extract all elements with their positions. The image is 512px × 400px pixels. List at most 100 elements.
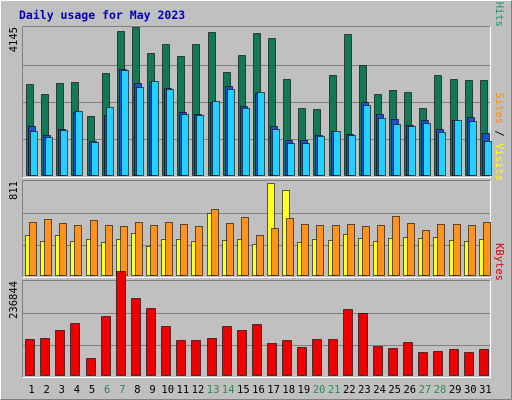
bar-sites-day-4 <box>74 225 82 276</box>
bar-sites-day-15 <box>241 217 249 276</box>
bar-kbytes-day-15 <box>237 330 247 376</box>
bar-pages-day-7 <box>121 70 129 176</box>
x-tick-label: 31 <box>479 384 492 396</box>
chart-panels: 4145 Pages / Files / Hits 811 Sites / Visit… <box>8 0 505 378</box>
bar-pages-day-30 <box>469 121 477 176</box>
x-tick-label: 4 <box>74 384 80 396</box>
side-legend-part-0: KBytes <box>493 243 505 281</box>
x-tick-label: 18 <box>282 384 295 396</box>
bar-pages-day-8 <box>136 87 144 176</box>
bar-sites-day-29 <box>453 224 461 276</box>
bar-pages-day-15 <box>242 108 250 176</box>
x-tick-label: 9 <box>149 384 155 396</box>
side-legend-part-3: / <box>493 0 505 2</box>
y-max-label: 236844 <box>8 281 20 319</box>
bar-kbytes-day-16 <box>252 324 262 376</box>
side-legend: KBytes <box>493 243 505 281</box>
bar-kbytes-day-31 <box>479 349 489 376</box>
bar-pages-day-24 <box>378 118 386 176</box>
bar-sites-day-19 <box>301 224 309 276</box>
bar-kbytes-day-29 <box>449 349 459 376</box>
side-legend-part-0: Sites <box>493 92 505 124</box>
panel-1: 4145 Pages / Files / Hits <box>8 0 505 178</box>
x-tick-label: 24 <box>373 384 386 396</box>
bar-kbytes-day-13 <box>207 338 217 376</box>
bar-sites-day-13 <box>211 209 219 276</box>
bar-sites-day-12 <box>195 226 203 276</box>
bar-kbytes-day-20 <box>312 339 322 376</box>
x-tick-label: 11 <box>177 384 190 396</box>
bar-pages-day-18 <box>287 143 295 176</box>
bar-kbytes-day-12 <box>191 340 201 376</box>
bar-sites-day-3 <box>59 223 67 276</box>
bar-sites-day-23 <box>362 226 370 276</box>
bar-kbytes-day-10 <box>161 326 171 376</box>
bar-pages-day-28 <box>438 132 446 176</box>
bar-pages-day-4 <box>75 111 83 176</box>
bar-sites-day-20 <box>316 225 324 276</box>
bar-kbytes-day-25 <box>388 348 398 376</box>
panel-2: 811 Sites / Visits <box>8 92 505 278</box>
bar-pages-day-12 <box>196 115 204 176</box>
x-axis-day-labels: 1 2 3 4 5 6 7 8 9 10 11 12 13 14 15 16 17 18 19 20 21 22 23 24 2… <box>28 384 491 396</box>
bar-pages-day-29 <box>454 120 462 176</box>
bar-kbytes-day-17 <box>267 343 277 376</box>
side-legend-part-2: Visits <box>493 143 505 181</box>
bar-sites-day-6 <box>105 225 113 276</box>
chart-title: Daily usage for May 2023 <box>19 8 185 22</box>
bar-pages-day-19 <box>302 143 310 176</box>
x-tick-label: 20 <box>313 384 326 396</box>
x-tick-label: 27 <box>419 384 432 396</box>
bar-sites-day-14 <box>226 223 234 276</box>
bar-kbytes-day-30 <box>464 352 474 376</box>
x-tick-label: 7 <box>119 384 125 396</box>
x-tick-label: 16 <box>252 384 265 396</box>
bar-sites-day-24 <box>377 225 385 276</box>
bar-sites-day-27 <box>422 230 430 276</box>
bar-pages-day-11 <box>181 114 189 176</box>
side-legend: Sites / Visits <box>493 92 505 181</box>
bar-pages-day-10 <box>166 89 174 176</box>
x-tick-label: 19 <box>298 384 311 396</box>
bar-kbytes-day-19 <box>297 347 307 376</box>
bar-pages-day-5 <box>91 142 99 176</box>
side-legend-part-1: / <box>493 124 505 143</box>
bar-kbytes-day-8 <box>131 298 141 376</box>
x-tick-label: 2 <box>44 384 50 396</box>
bar-sites-day-11 <box>180 224 188 276</box>
bar-kbytes-day-27 <box>418 352 428 376</box>
x-tick-label: 1 <box>28 384 34 396</box>
x-tick-label: 6 <box>104 384 110 396</box>
bar-sites-day-18 <box>286 218 294 276</box>
bar-kbytes-day-22 <box>343 309 353 376</box>
bar-pages-day-27 <box>423 123 431 176</box>
bar-kbytes-day-21 <box>328 339 338 376</box>
x-tick-label: 17 <box>267 384 280 396</box>
x-tick-label: 14 <box>222 384 235 396</box>
bar-sites-day-2 <box>44 219 52 276</box>
bar-sites-day-22 <box>347 224 355 276</box>
x-tick-label: 21 <box>328 384 341 396</box>
bar-pages-day-6 <box>106 107 114 176</box>
x-tick-label: 25 <box>388 384 401 396</box>
bar-pages-day-31 <box>484 141 492 176</box>
x-tick-label: 10 <box>161 384 174 396</box>
bar-kbytes-day-26 <box>403 342 413 376</box>
bar-sites-day-1 <box>29 222 37 276</box>
bar-sites-day-9 <box>150 225 158 276</box>
bar-pages-day-3 <box>60 130 68 176</box>
bar-pages-day-9 <box>151 81 159 176</box>
bar-sites-day-30 <box>468 225 476 276</box>
bar-sites-day-25 <box>392 216 400 276</box>
x-tick-label: 22 <box>343 384 356 396</box>
x-tick-label: 13 <box>207 384 220 396</box>
bar-pages-day-16 <box>257 92 265 176</box>
bar-kbytes-day-7 <box>116 271 126 376</box>
bar-kbytes-day-3 <box>55 330 65 376</box>
x-tick-label: 29 <box>449 384 462 396</box>
bar-kbytes-day-11 <box>176 340 186 376</box>
bar-pages-day-20 <box>317 136 325 176</box>
x-tick-label: 15 <box>237 384 250 396</box>
bar-sites-day-10 <box>165 222 173 276</box>
